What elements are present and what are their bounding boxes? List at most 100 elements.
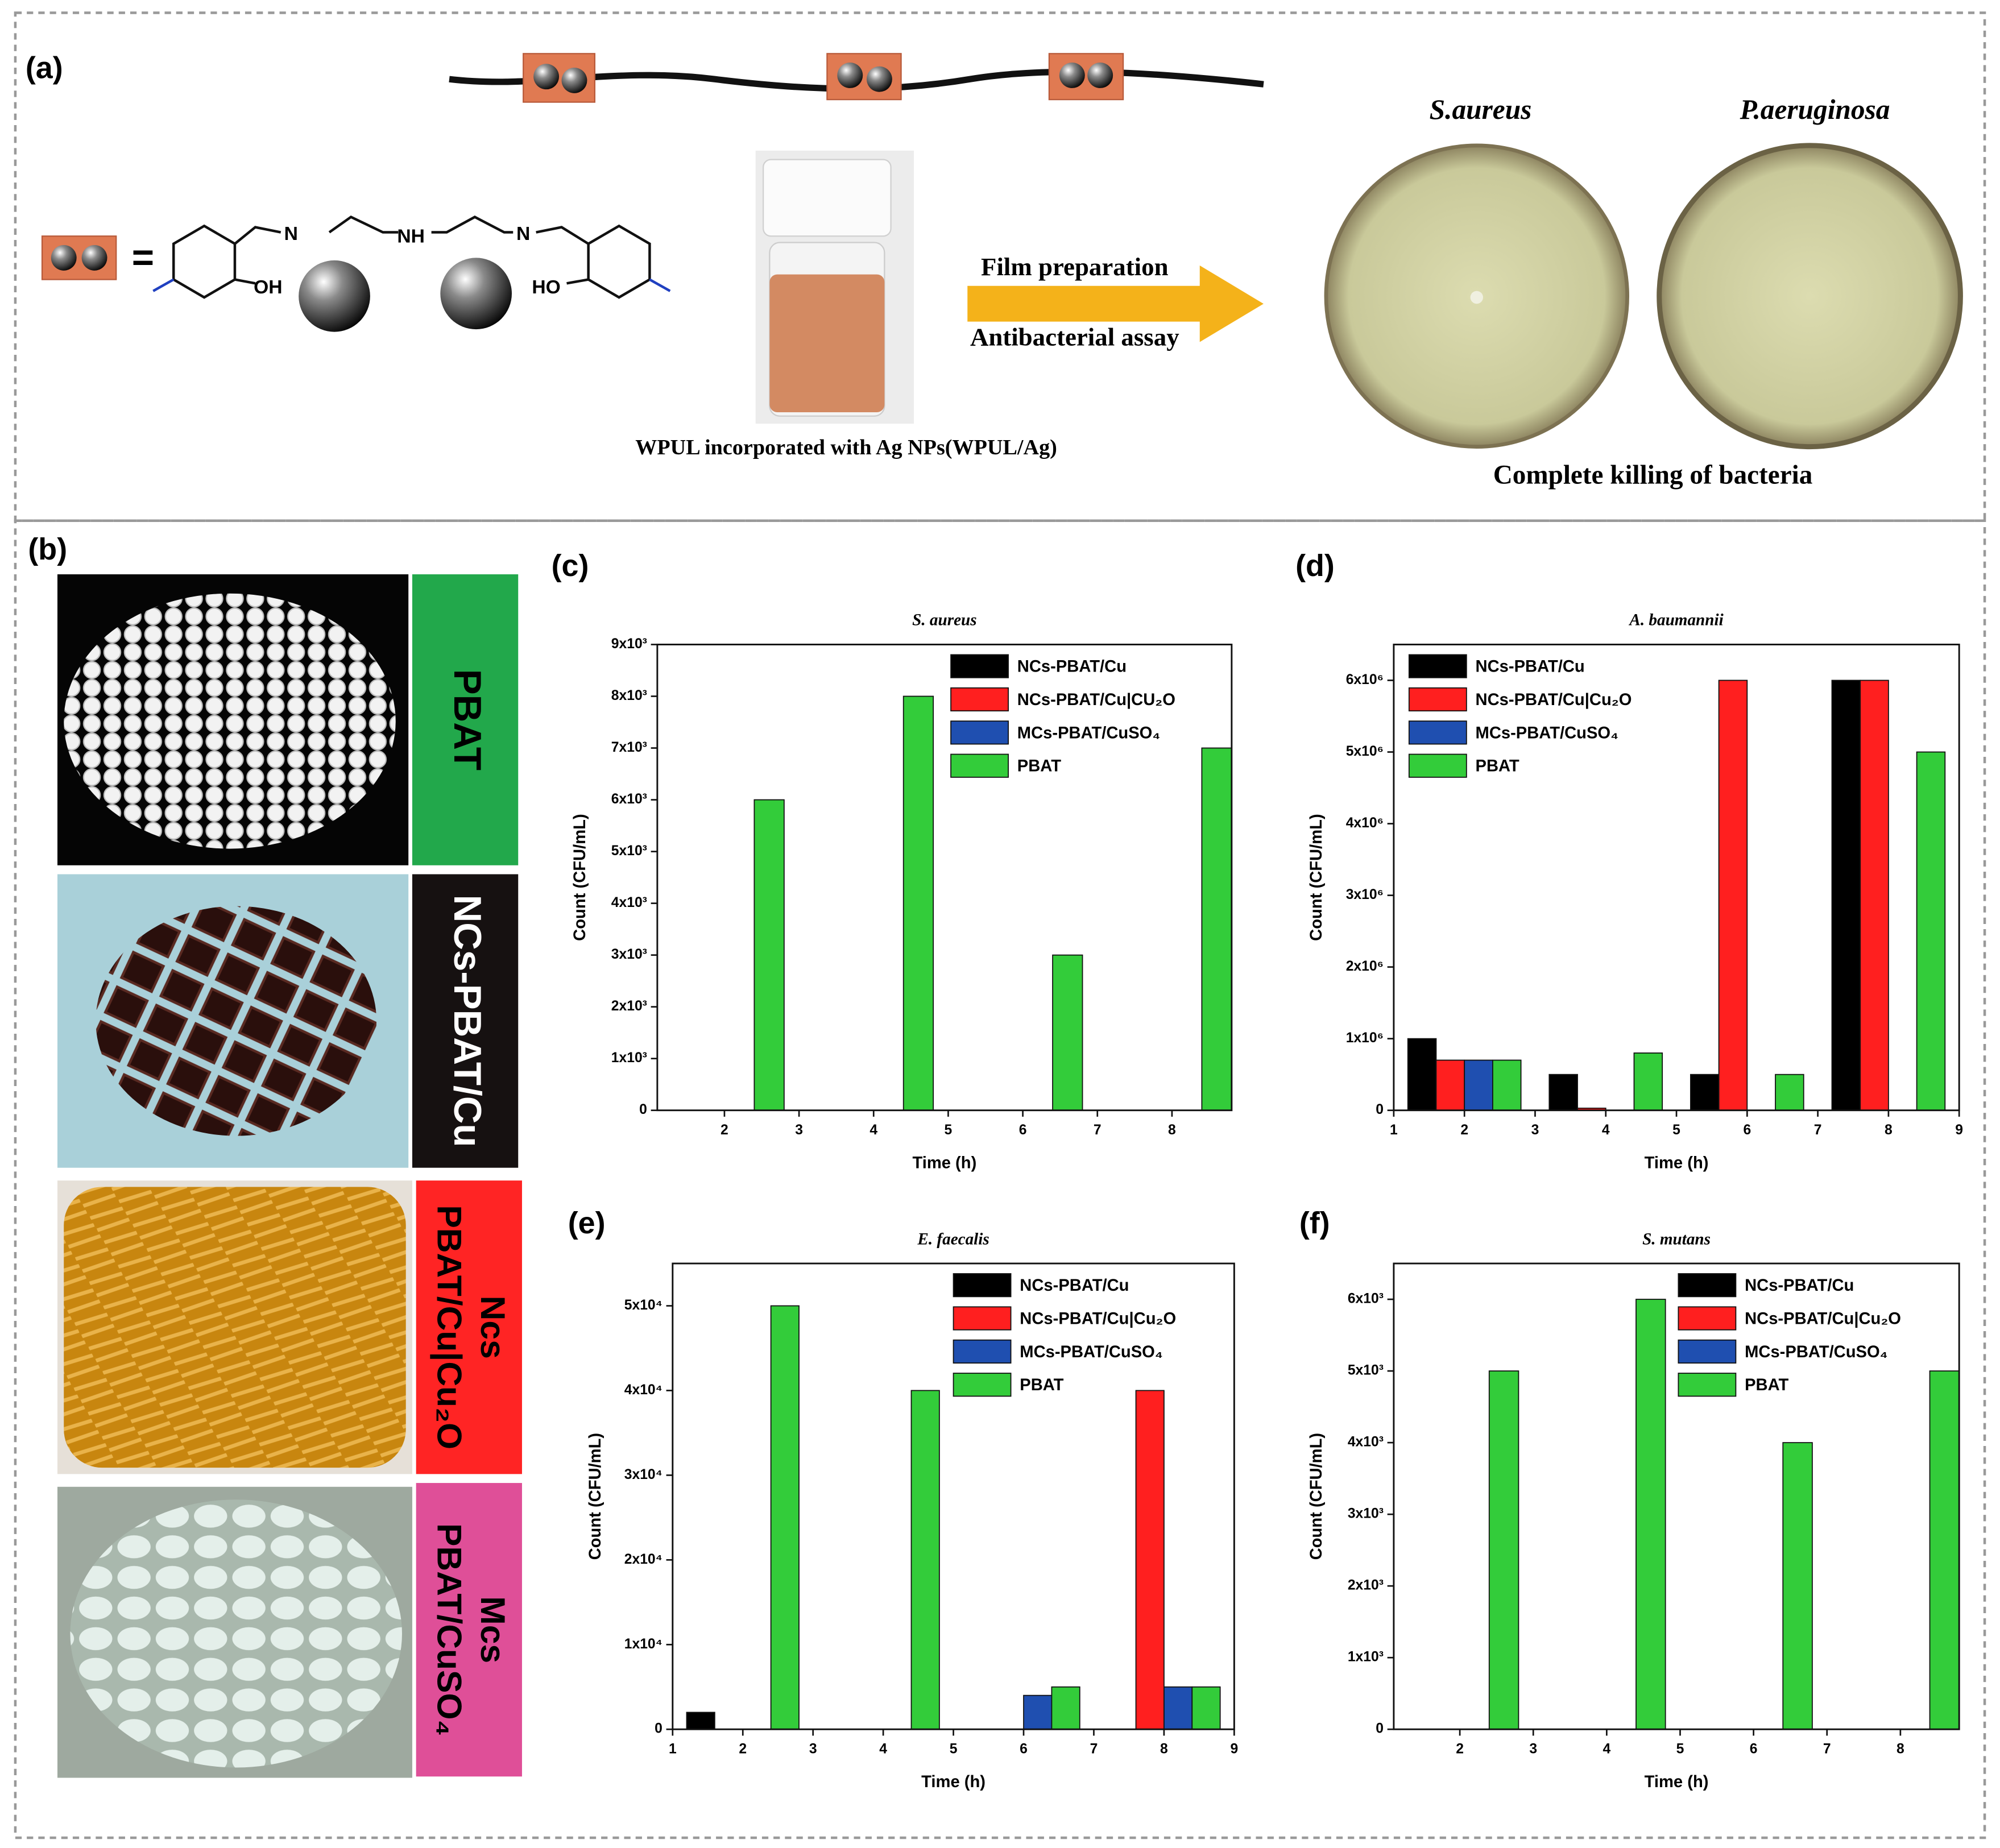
- legend-swatch: [1678, 1373, 1737, 1397]
- x-axis-label: Time (h): [1645, 1154, 1709, 1172]
- bar: [1775, 1074, 1804, 1111]
- y-axis-label: Count (CFU/mL): [1307, 814, 1326, 940]
- y-tick-label: 6x10³: [611, 792, 647, 807]
- y-tick-label: 1x10³: [611, 1050, 647, 1066]
- x-tick-label: 4: [879, 1742, 887, 1757]
- petri-dish: [1657, 143, 1963, 450]
- sample-photo: [57, 574, 409, 865]
- legend-label: NCs-PBAT/Cu: [1017, 658, 1127, 676]
- legend-label: MCs-PBAT/CuSO₄: [1476, 724, 1618, 742]
- y-tick-label: 4x10³: [611, 895, 647, 910]
- legend-swatch: [1678, 1306, 1737, 1331]
- dish-caption: Complete killing of bacteria: [1493, 460, 1813, 490]
- x-tick-label: 5: [950, 1742, 958, 1757]
- x-tick-label: 5: [945, 1122, 953, 1138]
- bar: [1860, 679, 1889, 1111]
- bar: [910, 1390, 940, 1730]
- x-tick-label: 6: [1750, 1742, 1758, 1757]
- y-tick-label: 1x10⁴: [624, 1636, 662, 1652]
- legend-label: PBAT: [1745, 1376, 1788, 1394]
- legend-label: PBAT: [1020, 1376, 1063, 1394]
- silver-nanoparticle: [299, 260, 370, 332]
- bar: [1135, 1390, 1165, 1730]
- sample-label: NCs-PBAT/Cu: [446, 895, 488, 1147]
- bar: [1718, 679, 1748, 1111]
- legend-label: MCs-PBAT/CuSO₄: [1017, 724, 1160, 742]
- legend-swatch: [1408, 753, 1467, 778]
- x-tick-label: 3: [809, 1742, 817, 1757]
- bar: [1163, 1686, 1193, 1730]
- x-tick-label: 4: [869, 1122, 877, 1138]
- chemical-structure: [587, 224, 651, 299]
- y-tick-label: 5x10³: [1348, 1363, 1384, 1378]
- legend-label: MCs-PBAT/CuSO₄: [1745, 1343, 1887, 1361]
- sample-photo: [64, 1187, 406, 1468]
- sample-label: Ncs: [474, 1296, 512, 1359]
- legend-swatch: [1408, 687, 1467, 712]
- panel-label: (d): [1295, 549, 1335, 583]
- bar: [1492, 1059, 1522, 1111]
- y-tick-label: 9x10³: [611, 636, 647, 652]
- polymer-chain: [1087, 63, 1113, 88]
- bar: [1464, 1059, 1493, 1111]
- chart-title: E. faecalis: [917, 1230, 989, 1248]
- atom-label: OH: [254, 277, 282, 298]
- y-tick-label: 3x10³: [1348, 1506, 1384, 1522]
- y-axis-label: Count (CFU/mL): [586, 1433, 604, 1560]
- legend-label: NCs-PBAT/Cu|Cu₂O: [1020, 1310, 1176, 1328]
- dish-spot: [1470, 291, 1484, 304]
- y-tick-label: 8x10³: [611, 688, 647, 703]
- sample-label-box: [416, 1483, 522, 1777]
- x-tick-label: 5: [1672, 1122, 1680, 1138]
- sample-label: PBAT: [446, 669, 488, 770]
- x-tick-label: 8: [1160, 1742, 1168, 1757]
- y-tick-label: 5x10⁶: [1346, 744, 1384, 759]
- repeat-unit-key: [51, 245, 77, 271]
- x-tick-label: 8: [1885, 1122, 1893, 1138]
- sample-photo: [57, 1486, 412, 1778]
- repeat-unit-key: [81, 245, 107, 271]
- legend-label: NCs-PBAT/Cu|Cu₂O: [1745, 1310, 1901, 1328]
- bar: [1690, 1074, 1720, 1111]
- chart-title: A. baumannii: [1628, 611, 1723, 629]
- bar: [1051, 1686, 1080, 1730]
- x-axis-label: Time (h): [1645, 1773, 1709, 1791]
- process-arrow: [967, 265, 1264, 342]
- bar: [770, 1305, 800, 1730]
- legend-swatch: [950, 654, 1009, 678]
- x-axis-label: Time (h): [921, 1773, 985, 1791]
- bar: [1782, 1442, 1813, 1730]
- bar: [902, 695, 934, 1111]
- plot-frame: [1393, 1262, 1960, 1730]
- legend-label: NCs-PBAT/Cu|Cu₂O: [1476, 691, 1632, 709]
- x-tick-label: 8: [1168, 1122, 1176, 1138]
- y-tick-label: 4x10⁴: [624, 1382, 662, 1398]
- sample-label: Mcs: [474, 1596, 512, 1663]
- y-tick-label: 5x10⁴: [624, 1298, 662, 1313]
- dish-label: S.aureus: [1430, 94, 1532, 125]
- y-tick-label: 4x10⁶: [1346, 815, 1384, 831]
- bar: [1052, 954, 1083, 1111]
- legend-label: MCs-PBAT/CuSO₄: [1020, 1343, 1162, 1361]
- bar: [1435, 1059, 1465, 1111]
- legend-label: PBAT: [1476, 757, 1519, 776]
- x-tick-label: 3: [1529, 1742, 1537, 1757]
- y-tick-label: 3x10⁶: [1346, 887, 1384, 902]
- bar: [1201, 747, 1232, 1111]
- atom-label: HO: [532, 277, 560, 298]
- x-tick-label: 6: [1020, 1742, 1028, 1757]
- arrow-label: Film preparation: [981, 252, 1169, 281]
- legend-label: PBAT: [1017, 757, 1061, 776]
- y-tick-label: 5x10³: [611, 843, 647, 859]
- vial-photo: [755, 150, 914, 424]
- bar: [1635, 1299, 1666, 1730]
- y-tick-label: 7x10³: [611, 740, 647, 755]
- vial-photo: [763, 159, 892, 237]
- panel-label: (f): [1299, 1206, 1330, 1240]
- legend-swatch: [1408, 720, 1467, 745]
- bar-chart: S. aureus 0 1x10³ 2x10³ 3x10³ 4x10³ 5x10³ 6x10³…: [571, 611, 1233, 1172]
- x-tick-label: 9: [1955, 1122, 1963, 1138]
- chemical-structure: [234, 215, 589, 245]
